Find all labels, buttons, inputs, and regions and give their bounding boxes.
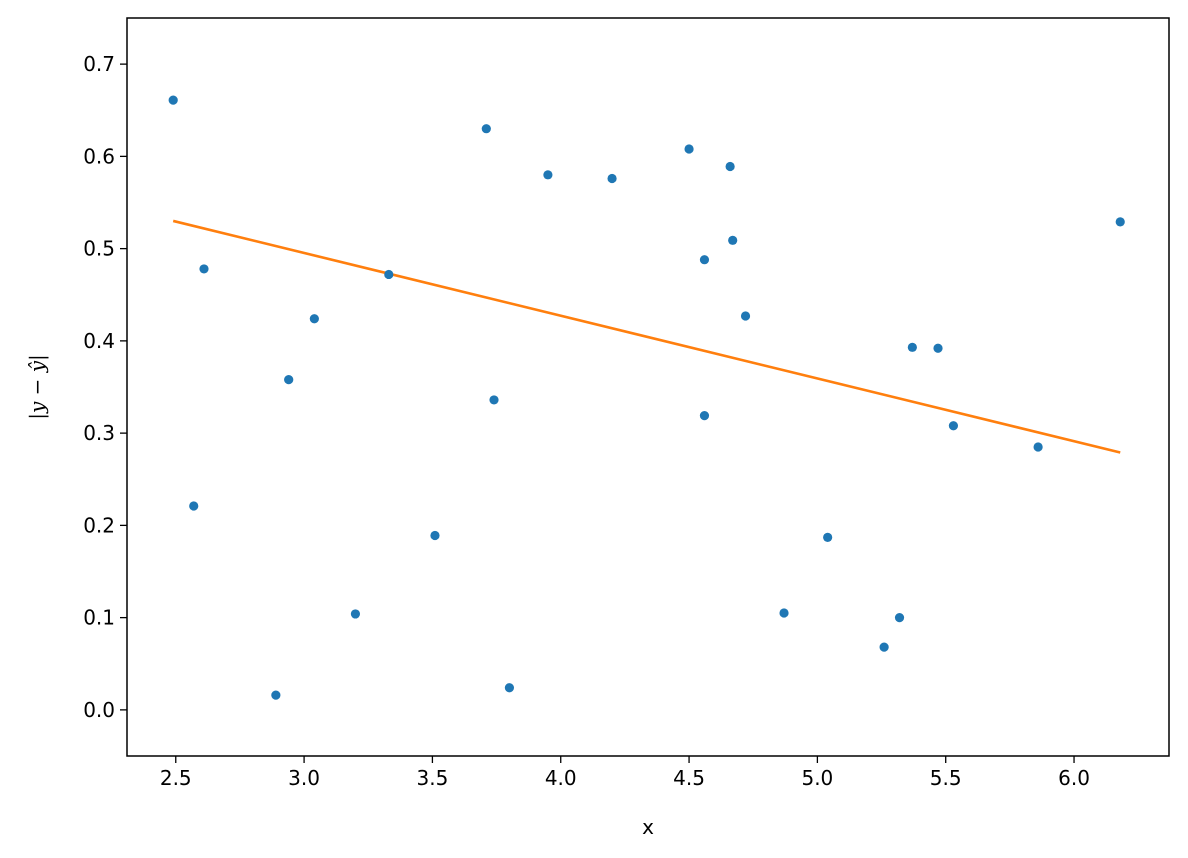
- x-tick-label: 4.5: [673, 766, 705, 790]
- data-point: [284, 375, 294, 385]
- plot-frame: [126, 17, 1170, 757]
- data-point: [823, 532, 833, 542]
- x-tick-label: 5.5: [930, 766, 962, 790]
- y-tick-label: 0.0: [83, 698, 115, 722]
- fit-line: [172, 219, 1121, 454]
- data-point: [199, 264, 209, 274]
- data-point: [779, 608, 789, 618]
- data-point: [384, 269, 394, 280]
- data-point: [350, 609, 361, 619]
- y-tick-label: 0.7: [83, 52, 115, 76]
- y-axis: 0.0 0.1 0.2 0.3 0.4 0.5 0.6 0.7: [83, 52, 127, 722]
- data-point: [1115, 217, 1125, 227]
- data-point: [740, 311, 751, 321]
- data-point: [948, 421, 959, 431]
- x-tick-label: 4.0: [545, 766, 577, 790]
- x-tick-label: 2.5: [160, 766, 192, 790]
- data-point: [907, 342, 917, 352]
- data-point: [489, 395, 499, 405]
- plot-area: [126, 17, 1170, 757]
- y-tick-label: 0.5: [83, 237, 115, 261]
- data-point: [309, 314, 319, 324]
- y-tick-label: 0.1: [83, 606, 115, 630]
- data-point: [728, 235, 738, 245]
- data-point: [189, 501, 199, 511]
- data-point: [607, 173, 617, 184]
- data-point: [879, 642, 889, 652]
- x-axis-label: x: [642, 815, 654, 839]
- y-tick-label: 0.2: [83, 513, 115, 537]
- data-point: [504, 683, 515, 693]
- x-tick-label: 3.0: [288, 766, 320, 790]
- y-tick-label: 0.3: [83, 421, 115, 445]
- data-point: [894, 613, 905, 623]
- data-point: [271, 690, 281, 700]
- data-point: [699, 410, 710, 421]
- data-point: [430, 530, 440, 541]
- data-point: [684, 144, 694, 154]
- data-point: [481, 124, 491, 134]
- data-point: [699, 255, 710, 265]
- fit-line-layer: [172, 219, 1121, 454]
- y-axis-label: |y − ŷ|: [25, 354, 50, 420]
- x-tick-label: 6.0: [1058, 766, 1090, 790]
- x-tick-label: 3.5: [417, 766, 449, 790]
- y-tick-label: 0.6: [83, 144, 115, 168]
- data-point: [933, 343, 943, 353]
- data-point: [725, 161, 735, 172]
- data-point: [1033, 442, 1043, 452]
- data-point: [543, 170, 553, 180]
- data-points-layer: [168, 95, 1125, 700]
- y-tick-label: 0.4: [83, 329, 115, 353]
- x-tick-label: 5.0: [801, 766, 833, 790]
- data-point: [168, 95, 178, 105]
- x-axis: 2.5 3.0 3.5 4.0 4.5 5.0 5.5 6.0: [160, 756, 1090, 790]
